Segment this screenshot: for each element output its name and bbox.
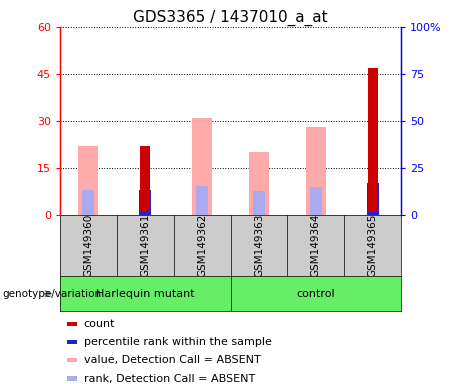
Text: GSM149363: GSM149363 bbox=[254, 214, 264, 278]
Bar bbox=[67, 376, 77, 381]
Bar bbox=[67, 322, 77, 326]
Bar bbox=[366, 212, 378, 217]
Text: GSM149360: GSM149360 bbox=[83, 214, 94, 277]
Bar bbox=[140, 146, 150, 215]
Bar bbox=[368, 68, 378, 215]
Bar bbox=[78, 146, 98, 215]
Text: control: control bbox=[296, 289, 335, 299]
Text: GSM149361: GSM149361 bbox=[140, 214, 150, 278]
Bar bbox=[83, 190, 95, 215]
Bar bbox=[253, 190, 265, 215]
Bar bbox=[310, 187, 322, 215]
Title: GDS3365 / 1437010_a_at: GDS3365 / 1437010_a_at bbox=[133, 9, 328, 25]
Text: Harlequin mutant: Harlequin mutant bbox=[96, 289, 195, 299]
Text: value, Detection Call = ABSENT: value, Detection Call = ABSENT bbox=[84, 355, 260, 365]
Bar bbox=[192, 118, 212, 215]
Bar bbox=[306, 127, 326, 215]
Bar bbox=[249, 152, 269, 215]
Bar bbox=[366, 183, 378, 215]
Bar bbox=[139, 190, 151, 215]
Text: percentile rank within the sample: percentile rank within the sample bbox=[84, 337, 272, 347]
Text: GSM149362: GSM149362 bbox=[197, 214, 207, 278]
Bar bbox=[139, 212, 151, 217]
Bar bbox=[67, 358, 77, 362]
Bar bbox=[67, 340, 77, 344]
Text: rank, Detection Call = ABSENT: rank, Detection Call = ABSENT bbox=[84, 374, 255, 384]
Bar bbox=[196, 186, 208, 215]
Text: count: count bbox=[84, 319, 115, 329]
Text: GSM149365: GSM149365 bbox=[367, 214, 378, 278]
Text: GSM149364: GSM149364 bbox=[311, 214, 321, 278]
Text: genotype/variation: genotype/variation bbox=[2, 289, 101, 299]
